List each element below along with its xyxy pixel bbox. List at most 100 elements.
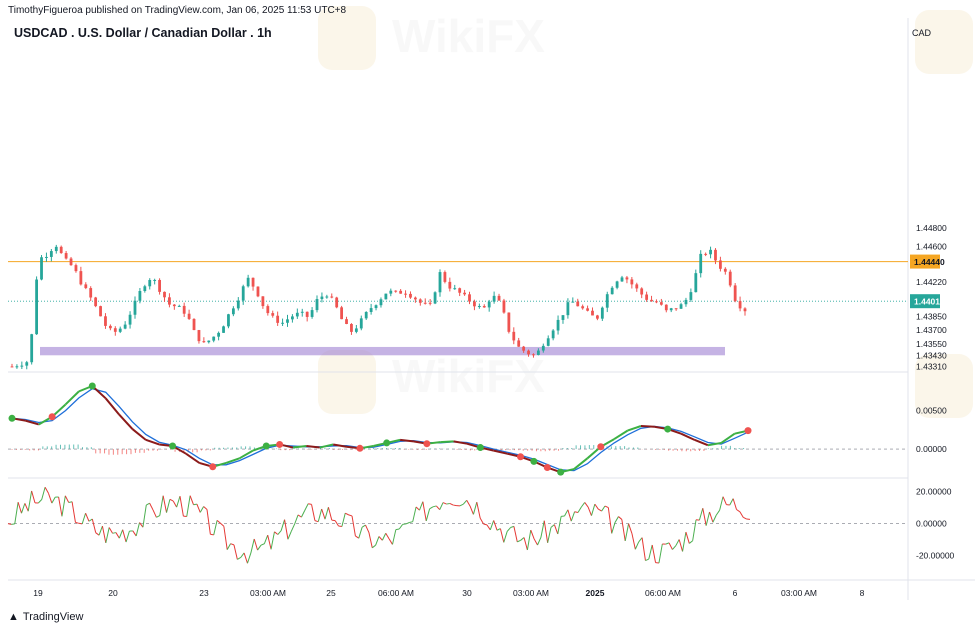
macd-line-segment — [131, 428, 147, 441]
oscillator-line-segment — [510, 525, 515, 529]
oscillator-line-segment — [698, 508, 704, 521]
oscillator-line-segment — [371, 544, 376, 549]
oscillator-line-segment — [338, 525, 342, 528]
oscillator-line-segment — [324, 507, 329, 520]
macd-cross-marker — [262, 442, 270, 450]
oscillator-line-segment — [260, 543, 265, 546]
price-tick-label: 1.43850 — [916, 311, 947, 321]
oscillator-line-segment — [112, 532, 117, 534]
macd-line-segment — [238, 449, 254, 460]
oscillator-line-segment — [176, 496, 181, 508]
candle-body — [541, 345, 545, 351]
oscillator-line-segment — [71, 501, 76, 523]
oscillator-line-segment — [199, 506, 205, 513]
candle-body — [118, 328, 122, 332]
oscillator-line-segment — [537, 537, 542, 546]
oscillator-line-segment — [257, 544, 262, 551]
oscillator-line-segment — [729, 498, 734, 506]
time-tick-label: 23 — [199, 588, 209, 598]
candle-body — [423, 302, 427, 304]
footer-brand-label: TradingView — [22, 611, 84, 623]
oscillator-line-segment — [398, 524, 404, 530]
publisher-line: TimothyFigueroa published on TradingView… — [8, 5, 347, 16]
oscillator-line-segment — [240, 552, 245, 558]
candle-body — [704, 253, 708, 255]
oscillator-line-segment — [638, 537, 643, 543]
candle-body — [89, 288, 93, 298]
oscillator-line-segment — [237, 557, 241, 560]
candle-body — [320, 296, 324, 300]
oscillator-line-segment — [520, 537, 525, 541]
oscillator-line-segment — [604, 505, 609, 509]
oscillator-line-segment — [506, 527, 511, 532]
oscillator-line-segment — [146, 502, 150, 506]
oscillator-line-segment — [597, 508, 602, 512]
oscillator-line-segment — [48, 493, 53, 504]
price-tick-label: 1.44800 — [916, 223, 947, 233]
candle-body — [330, 296, 334, 298]
candle-body — [738, 301, 742, 309]
oscillator-line-segment — [287, 531, 292, 540]
candle-body — [743, 308, 747, 312]
candle-body — [84, 284, 88, 289]
candle-body — [689, 292, 693, 300]
candle-body — [168, 297, 171, 305]
candle-body — [197, 330, 201, 342]
candle-body — [733, 285, 737, 302]
oscillator-line-segment — [122, 529, 127, 543]
oscillator-line-segment — [550, 524, 555, 528]
tradingview-logo-icon: ▲ — [8, 611, 19, 623]
candle-body — [389, 290, 393, 294]
oscillator-tick-label: 20.00000 — [916, 487, 952, 497]
candle-body — [207, 340, 211, 343]
time-tick-label: 03:00 AM — [781, 588, 817, 598]
oscillator-line-segment — [736, 509, 741, 513]
oscillator-line-segment — [624, 523, 630, 542]
candle-body — [45, 256, 48, 258]
oscillator-line-segment — [584, 502, 589, 508]
oscillator-line-segment — [196, 503, 201, 513]
candle-body — [133, 300, 137, 315]
oscillator-line-segment — [601, 505, 606, 512]
price-tick-label: 1.43310 — [916, 361, 947, 371]
macd-line-segment — [25, 419, 40, 426]
oscillator-line-segment — [345, 512, 349, 516]
macd-cross-marker — [423, 440, 431, 448]
oscillator-line-segment — [732, 498, 737, 510]
price-tick-label: 1.43700 — [916, 325, 947, 335]
oscillator-line-segment — [469, 505, 474, 515]
candle-body — [350, 323, 353, 332]
oscillator-line-segment — [243, 552, 248, 564]
oscillator-line-segment — [722, 496, 727, 505]
oscillator-line-segment — [108, 527, 113, 534]
oscillator-line-segment — [607, 507, 613, 534]
candle-body — [236, 300, 240, 309]
oscillator-line-segment — [672, 545, 677, 550]
oscillator-line-segment — [709, 511, 714, 523]
oscillator-line-segment — [230, 543, 235, 546]
resistance-price-tag — [910, 254, 940, 269]
oscillator-line-segment — [618, 516, 623, 520]
candle-body — [246, 277, 250, 287]
oscillator-line-segment — [645, 558, 650, 561]
oscillator-line-segment — [462, 499, 468, 505]
oscillator-line-segment — [41, 487, 46, 500]
candle-body — [15, 366, 19, 368]
candle-body — [473, 301, 476, 307]
oscillator-line-segment — [611, 522, 616, 534]
candle-body — [635, 284, 639, 289]
oscillator-line-segment — [341, 513, 346, 527]
macd-cross-marker — [597, 443, 605, 451]
macd-line-segment — [104, 397, 120, 416]
candle-body — [291, 316, 294, 320]
oscillator-line-segment — [68, 501, 73, 503]
oscillator-line-segment — [226, 543, 232, 550]
oscillator-line-segment — [250, 538, 255, 554]
oscillator-line-segment — [577, 506, 582, 513]
oscillator-line-segment — [297, 514, 302, 518]
oscillator-line-segment — [580, 502, 586, 508]
footer-brand[interactable]: ▲ TradingView — [8, 611, 83, 623]
oscillator-line-segment — [37, 499, 43, 504]
oscillator-line-segment — [685, 531, 690, 544]
